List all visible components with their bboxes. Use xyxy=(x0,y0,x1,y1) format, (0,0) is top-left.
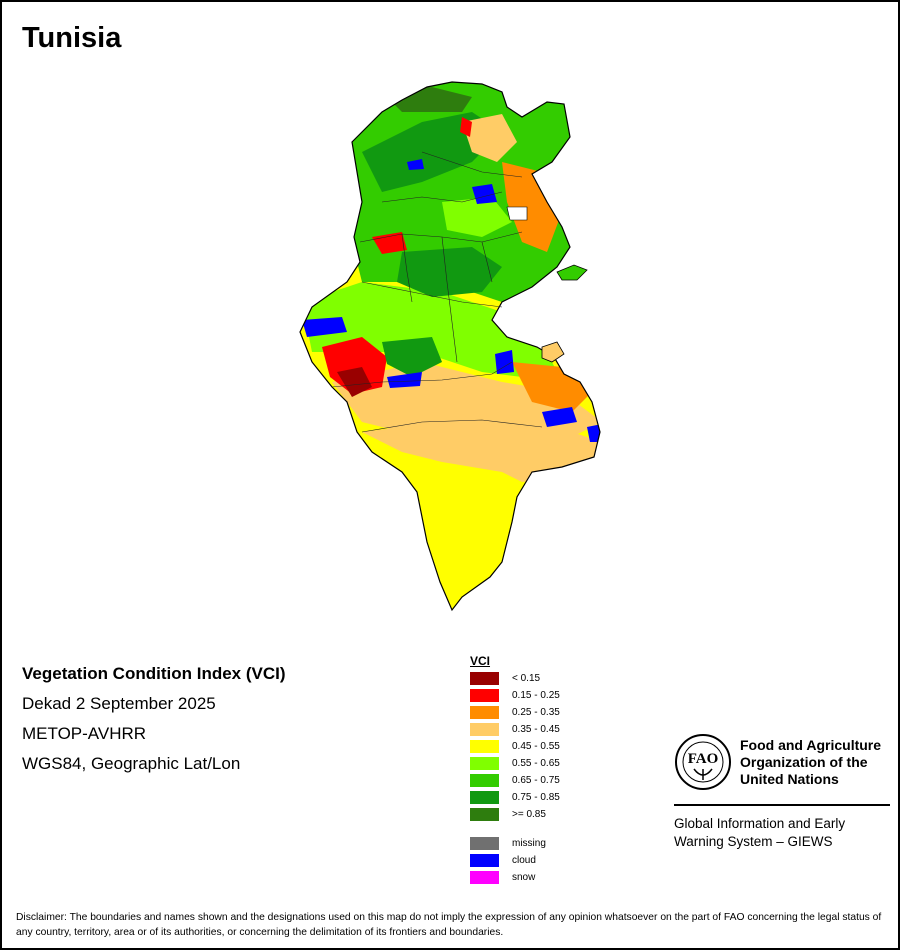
legend-label: missing xyxy=(512,838,546,849)
sensor-label: METOP-AVHRR xyxy=(22,724,147,743)
vci-map xyxy=(299,81,601,612)
fao-name-line: United Nations xyxy=(740,770,839,787)
djerba-island xyxy=(541,341,565,363)
legend-swatch xyxy=(470,672,499,685)
legend-label: 0.25 - 0.35 xyxy=(512,707,560,718)
legend-swatch xyxy=(470,871,499,884)
legend-swatch xyxy=(470,740,499,753)
sebkha-white xyxy=(506,206,528,221)
cloud-patch xyxy=(387,372,422,388)
kef-red-spot xyxy=(372,232,407,254)
legend-swatch xyxy=(470,837,499,850)
fao-branding: FAO Food and Agriculture Organization of… xyxy=(674,733,890,851)
fao-divider xyxy=(674,804,890,806)
legend-swatch xyxy=(470,854,499,867)
legend-label: 0.35 - 0.45 xyxy=(512,724,560,735)
admin-boundaries xyxy=(331,151,543,433)
fao-logo-text: FAO xyxy=(688,751,719,767)
fao-name-line: Organization of the xyxy=(740,753,868,770)
legend-label: 0.45 - 0.55 xyxy=(512,741,560,752)
kasserine-forest xyxy=(382,337,442,377)
cap-bon-light xyxy=(462,114,517,162)
legend-item: missing xyxy=(470,835,600,852)
product-name: Vegetation Condition Index (VCI) xyxy=(22,664,286,683)
giews-line: Global Information and Early xyxy=(674,816,846,831)
map-title: Tunisia xyxy=(22,22,122,54)
legend-item: >= 0.85 xyxy=(470,806,600,823)
legend-label: 0.75 - 0.85 xyxy=(512,792,560,803)
legend-label: 0.65 - 0.75 xyxy=(512,775,560,786)
legend-swatch xyxy=(470,774,499,787)
giews-label: Global Information and Early Warning Sys… xyxy=(674,815,890,851)
legend-swatch xyxy=(470,791,499,804)
legend-item: < 0.15 xyxy=(470,670,600,687)
cloud-patch xyxy=(542,407,577,427)
cloud-patch xyxy=(472,184,497,204)
legend-label: >= 0.85 xyxy=(512,809,546,820)
legend-item: 0.55 - 0.65 xyxy=(470,755,600,772)
dorsale-light-green xyxy=(442,197,512,237)
legend-label: cloud xyxy=(512,855,536,866)
legend-label: snow xyxy=(512,872,536,883)
fao-name-line: Food and Agriculture xyxy=(740,736,882,753)
legend-item: 0.35 - 0.45 xyxy=(470,721,600,738)
legend-swatch xyxy=(470,808,499,821)
legend-item: 0.15 - 0.25 xyxy=(470,687,600,704)
gafsa-red xyxy=(322,337,387,394)
legend-swatch xyxy=(470,689,499,702)
giews-line: Warning System – GIEWS xyxy=(674,834,833,849)
legend-title: VCI xyxy=(470,654,491,668)
legend-swatch xyxy=(470,723,499,736)
legend-item: 0.65 - 0.75 xyxy=(470,772,600,789)
north-red-spot xyxy=(460,117,472,137)
cloud-patch xyxy=(302,317,347,337)
legend-item: 0.75 - 0.85 xyxy=(470,789,600,806)
legend-swatch xyxy=(470,757,499,770)
west-central-forest xyxy=(397,247,502,297)
cloud-patch xyxy=(495,350,514,374)
disclaimer-text: Disclaimer: The boundaries and names sho… xyxy=(16,912,882,938)
legend-swatch xyxy=(470,706,499,719)
kerkennah-islands xyxy=(556,264,588,281)
map-info-block: Vegetation Condition Index (VCI) Dekad 2… xyxy=(22,659,286,779)
legend-item: snow xyxy=(470,869,600,886)
period-label: Dekad 2 September 2025 xyxy=(22,694,216,713)
north-green-zone xyxy=(352,82,572,302)
legend-label: 0.55 - 0.65 xyxy=(512,758,560,769)
fao-name: Food and Agriculture Organization of the… xyxy=(740,737,881,788)
legend-classes: < 0.15 0.15 - 0.25 0.25 - 0.35 0.35 - 0.45 0… xyxy=(470,670,600,823)
fao-logo-icon: FAO xyxy=(675,734,731,790)
gabes-orange xyxy=(512,362,592,412)
legend-special: missing cloud snow xyxy=(470,835,600,886)
projection-label: WGS84, Geographic Lat/Lon xyxy=(22,754,241,773)
legend-item: 0.45 - 0.55 xyxy=(470,738,600,755)
legend-label: < 0.15 xyxy=(512,673,541,684)
vci-legend: VCI < 0.15 0.15 - 0.25 0.25 - 0.35 0.35 - 0… xyxy=(470,654,600,886)
gafsa-dark-red xyxy=(337,367,372,397)
legend-label: 0.15 - 0.25 xyxy=(512,690,560,701)
cloud-patch xyxy=(407,159,424,170)
country-boundary xyxy=(299,81,601,612)
legend-item: 0.25 - 0.35 xyxy=(470,704,600,721)
legend-item: cloud xyxy=(470,852,600,869)
